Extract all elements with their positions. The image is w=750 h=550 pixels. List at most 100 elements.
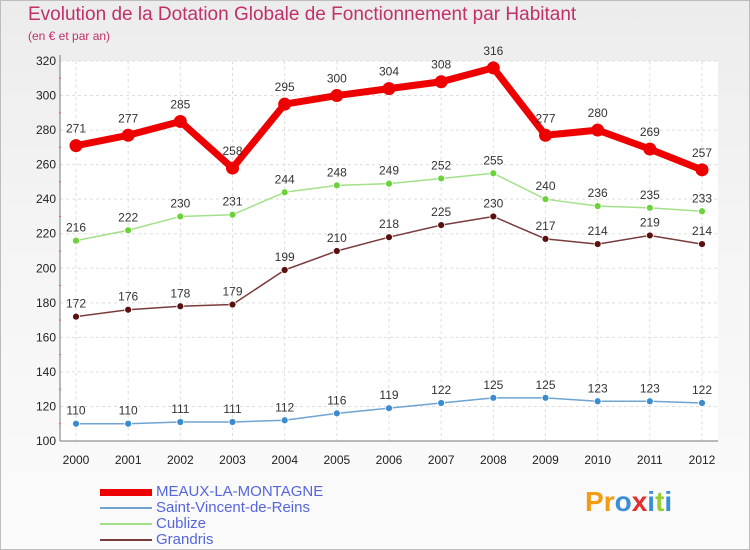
- proxiti-logo: Proxiti: [585, 486, 672, 518]
- y-tick-label: 200: [36, 261, 56, 275]
- data-label: 110: [119, 404, 138, 418]
- data-point: [489, 212, 498, 221]
- data-label: 178: [170, 286, 190, 300]
- y-tick-label: 280: [36, 123, 56, 137]
- data-point: [278, 97, 292, 111]
- data-point: [124, 419, 133, 428]
- data-label: 214: [588, 224, 608, 238]
- data-point: [434, 75, 448, 89]
- data-label: 230: [170, 196, 190, 210]
- x-tick-label: 2004: [271, 453, 298, 467]
- data-label: 316: [483, 44, 503, 58]
- data-point: [385, 179, 393, 188]
- data-label: 176: [118, 290, 138, 304]
- data-point: [486, 61, 500, 75]
- data-label: 179: [222, 285, 242, 299]
- logo-letter: P: [585, 486, 604, 517]
- data-point: [226, 161, 239, 175]
- data-label: 257: [692, 146, 712, 160]
- data-point: [643, 142, 657, 156]
- x-tick-label: 2000: [63, 453, 90, 467]
- y-tick-label: 100: [36, 434, 56, 448]
- data-label: 233: [692, 191, 712, 205]
- chart-title: Evolution de la Dotation Globale de Fonc…: [28, 4, 577, 25]
- y-tick-label: 180: [36, 296, 56, 310]
- data-label: 235: [640, 188, 660, 202]
- data-label: 119: [379, 388, 398, 402]
- x-tick-label: 2003: [219, 453, 246, 467]
- logo-letter: t: [655, 486, 665, 517]
- data-point: [228, 418, 237, 426]
- data-point: [173, 114, 187, 128]
- data-label: 123: [640, 381, 660, 395]
- x-tick-label: 2010: [584, 453, 611, 467]
- data-point: [539, 128, 552, 142]
- data-label: 122: [431, 383, 451, 397]
- data-label: 210: [327, 231, 347, 245]
- data-label: 258: [222, 144, 242, 158]
- y-tick-label: 160: [36, 330, 56, 344]
- logo-letter: i: [647, 486, 656, 517]
- legend-swatch: [100, 488, 152, 496]
- data-point: [698, 399, 706, 407]
- data-label: 111: [223, 402, 242, 416]
- data-point: [541, 195, 550, 204]
- data-label: 285: [170, 97, 190, 111]
- data-label: 236: [588, 186, 608, 200]
- data-label: 225: [431, 205, 451, 219]
- data-point: [695, 163, 709, 177]
- legend-label: Saint-Vincent-de-Reins: [156, 499, 310, 516]
- chart-subtitle: (en € et par an): [28, 29, 111, 43]
- y-tick-label: 300: [36, 89, 56, 103]
- y-tick-label: 240: [36, 192, 56, 206]
- data-point: [124, 305, 133, 314]
- data-label: 112: [275, 400, 294, 414]
- data-point: [176, 418, 185, 426]
- data-point: [385, 404, 393, 413]
- data-label: 304: [379, 65, 399, 79]
- x-tick-label: 2011: [637, 453, 663, 467]
- data-label: 231: [222, 195, 242, 209]
- data-label: 277: [535, 111, 555, 125]
- data-point: [437, 174, 446, 183]
- x-tick-label: 2009: [532, 453, 559, 467]
- data-point: [645, 231, 654, 240]
- data-point: [228, 300, 237, 309]
- x-tick-label: 2002: [167, 453, 194, 467]
- data-label: 269: [640, 125, 660, 139]
- data-label: 125: [535, 378, 555, 392]
- data-label: 172: [66, 297, 86, 311]
- data-point: [332, 409, 341, 418]
- data-point: [280, 266, 289, 274]
- data-label: 248: [327, 165, 347, 179]
- data-label: 111: [171, 402, 190, 416]
- data-label: 218: [379, 217, 399, 231]
- data-label: 123: [588, 381, 608, 395]
- x-tick-label: 2012: [689, 453, 716, 467]
- data-point: [176, 302, 185, 311]
- data-label: 244: [275, 172, 295, 186]
- data-label: 252: [431, 158, 451, 172]
- data-label: 295: [275, 80, 295, 94]
- data-point: [489, 393, 498, 402]
- x-tick-label: 2005: [323, 453, 350, 467]
- data-point: [541, 235, 550, 243]
- legend-label: Cublize: [156, 515, 207, 532]
- data-point: [330, 89, 344, 103]
- data-label: 217: [535, 219, 555, 233]
- data-point: [541, 393, 550, 402]
- data-label: 230: [483, 196, 503, 210]
- data-point: [382, 82, 396, 96]
- data-point: [121, 128, 135, 142]
- data-label: 277: [118, 111, 138, 125]
- data-point: [280, 188, 289, 197]
- data-point: [385, 233, 393, 242]
- data-point: [489, 169, 498, 178]
- data-label: 214: [692, 224, 712, 238]
- data-point: [228, 210, 237, 219]
- logo-letter: o: [614, 486, 632, 517]
- data-point: [593, 202, 602, 210]
- y-tick-label: 320: [36, 54, 56, 68]
- data-point: [72, 419, 80, 428]
- logo-letter: i: [664, 486, 673, 517]
